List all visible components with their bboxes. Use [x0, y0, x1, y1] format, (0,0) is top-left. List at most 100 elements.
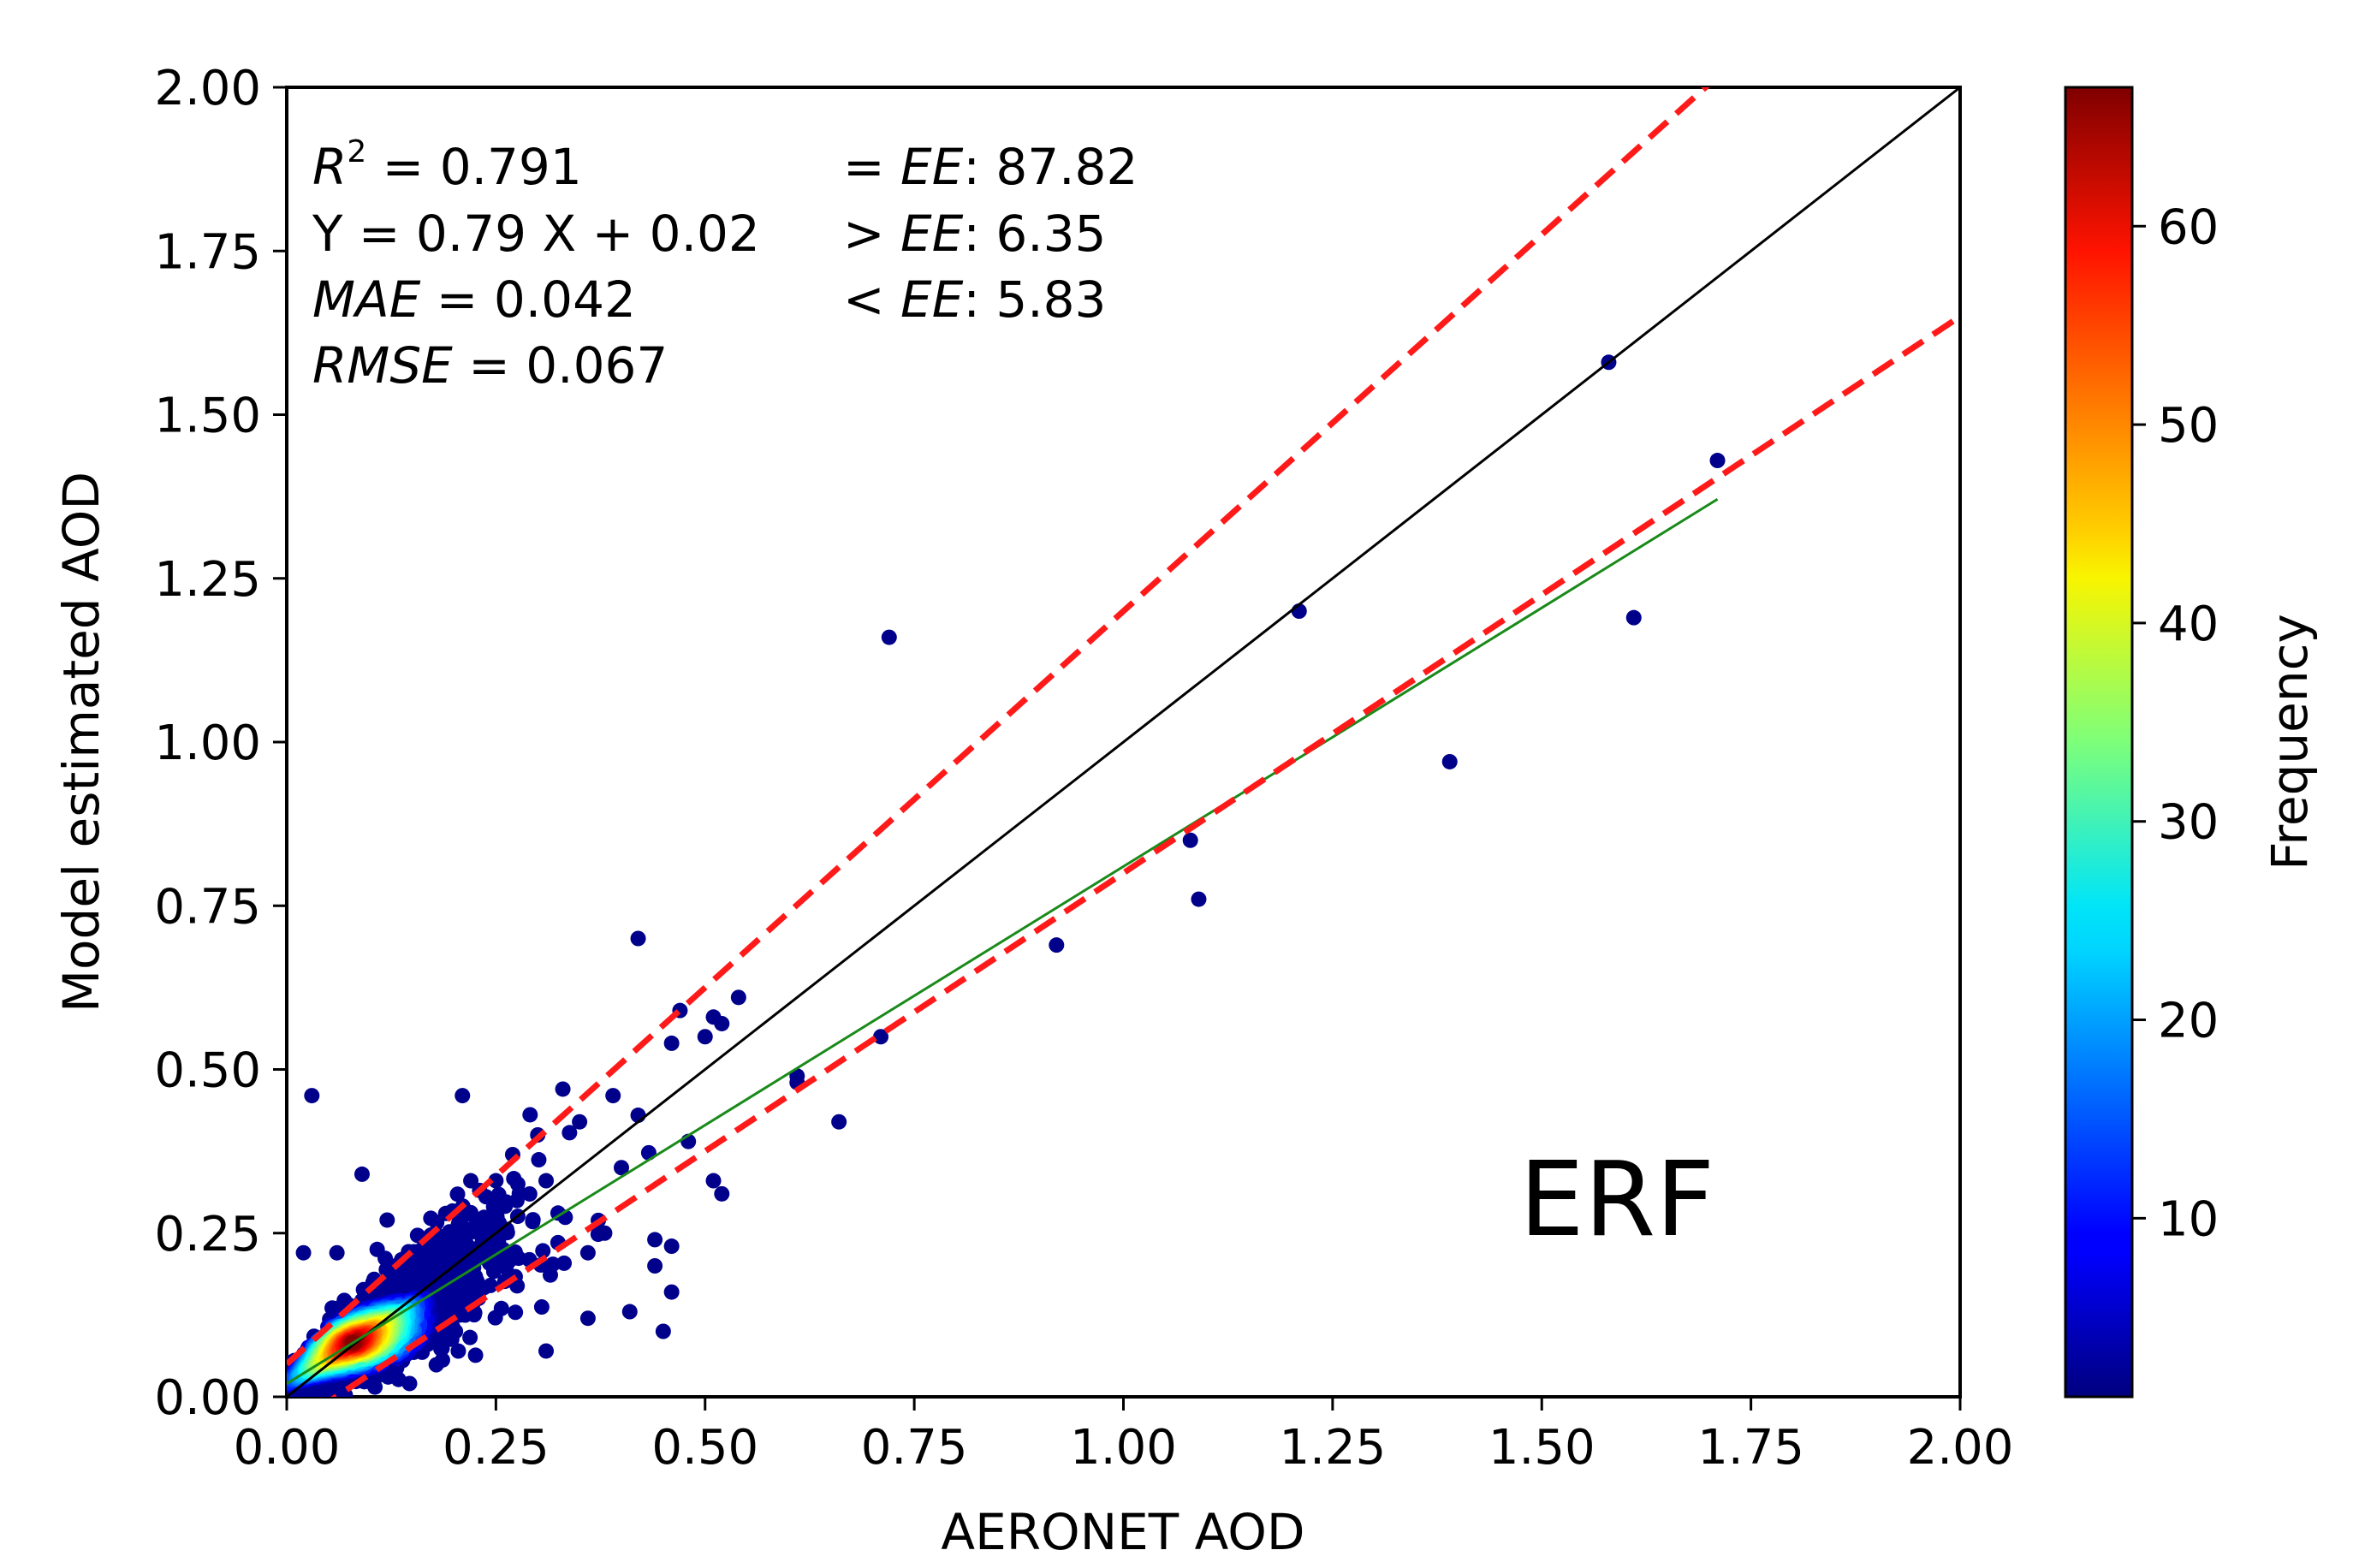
data-point — [597, 1225, 613, 1241]
data-point — [1182, 832, 1198, 848]
density-point — [401, 1375, 418, 1392]
data-point — [1049, 937, 1065, 953]
stat-mae: MAE = 0.042 — [312, 270, 636, 329]
y-tick-label: 0.00 — [154, 1370, 261, 1426]
x-tick-label: 1.50 — [1488, 1420, 1595, 1476]
regression-line — [287, 497, 1719, 1385]
density-point — [478, 1189, 494, 1205]
ee-upper-line — [287, 87, 1710, 1367]
density-point — [449, 1186, 466, 1203]
y-tick-label: 1.75 — [154, 224, 261, 280]
data-point — [630, 930, 646, 947]
density-point — [450, 1343, 466, 1359]
colorbar-tick-label: 20 — [2158, 994, 2219, 1049]
density-point — [458, 1235, 474, 1251]
data-point — [304, 1088, 320, 1104]
data-point — [705, 1173, 722, 1189]
density-point — [533, 1299, 550, 1316]
data-point — [647, 1258, 663, 1274]
data-point — [455, 1088, 471, 1104]
data-point — [714, 1185, 730, 1202]
data-point — [555, 1081, 571, 1097]
data-point — [538, 1173, 555, 1189]
density-point — [542, 1267, 558, 1283]
density-point — [482, 1277, 498, 1293]
data-point — [463, 1173, 479, 1189]
colorbar-tick-label: 50 — [2158, 398, 2219, 454]
data-point — [1191, 891, 1207, 907]
density-point — [509, 1176, 526, 1192]
data-point — [663, 1284, 680, 1300]
data-point — [714, 1015, 730, 1031]
colorbar-gradient — [2064, 86, 2134, 1399]
colorbar-tick-label: 30 — [2158, 795, 2219, 851]
stat-rmse: RMSE = 0.067 — [312, 336, 668, 395]
density-point — [556, 1255, 573, 1271]
y-tick-label: 1.50 — [154, 389, 261, 444]
data-point — [579, 1244, 596, 1261]
density-point — [640, 1144, 657, 1161]
stat-ee-above: > EE: 6.35 — [843, 205, 1106, 263]
density-point — [522, 1107, 538, 1123]
y-tick-label: 1.25 — [154, 552, 261, 608]
data-point — [881, 629, 897, 645]
stat-ee-within: = EE: 87.82 — [843, 138, 1138, 196]
y-tick-label: 1.00 — [154, 716, 261, 771]
x-tick-label: 0.00 — [234, 1420, 341, 1476]
density-point — [443, 1247, 460, 1263]
panel-label: ERF — [1519, 1141, 1714, 1260]
colorbar: 10 20 30 40 50 60 Frequency — [2064, 86, 2319, 1399]
data-point — [663, 1035, 680, 1051]
y-axis: 0.00 0.25 0.50 0.75 1.00 1.25 1.50 1.75 2.00 — [154, 61, 287, 1426]
one-to-one-line — [287, 87, 1960, 1397]
y-tick-label: 0.75 — [154, 879, 261, 935]
density-point — [462, 1329, 478, 1345]
density-point — [535, 1243, 551, 1259]
data-point — [329, 1244, 345, 1261]
density-point — [521, 1185, 538, 1202]
density-point — [451, 1292, 467, 1308]
ee-lower-line — [330, 313, 1960, 1397]
y-tick-label: 0.50 — [154, 1043, 261, 1099]
density-point — [462, 1204, 478, 1221]
x-tick-label: 1.25 — [1280, 1420, 1387, 1476]
data-point — [379, 1212, 395, 1228]
density-point — [487, 1310, 503, 1326]
data-point — [1625, 609, 1642, 626]
plot-area — [285, 86, 1962, 1399]
data-point — [655, 1323, 671, 1339]
data-point — [697, 1029, 713, 1045]
data-point — [1441, 753, 1458, 769]
y-axis-title: Model estimated AOD — [52, 472, 110, 1013]
data-point — [647, 1232, 663, 1248]
density-point — [467, 1347, 484, 1363]
y-tick-label: 2.00 — [154, 61, 261, 116]
density-point — [497, 1255, 514, 1271]
x-tick-label: 1.00 — [1070, 1420, 1177, 1476]
colorbar-tick-label: 60 — [2158, 199, 2219, 255]
x-tick-label: 2.00 — [1907, 1420, 2014, 1476]
x-tick-label: 0.75 — [861, 1420, 968, 1476]
density-point — [428, 1357, 444, 1373]
x-axis-title: AERONET AOD — [941, 1503, 1304, 1561]
data-point — [831, 1114, 847, 1130]
density-point — [423, 1210, 439, 1226]
density-point — [531, 1152, 547, 1168]
y-tick-label: 0.25 — [154, 1207, 261, 1262]
density-point — [400, 1267, 416, 1283]
data-point — [614, 1160, 629, 1176]
stat-r2: R2 = 0.791 — [312, 134, 582, 196]
data-point — [354, 1166, 370, 1182]
density-point — [498, 1194, 514, 1210]
x-tick-label: 1.75 — [1697, 1420, 1804, 1476]
density-point — [476, 1209, 492, 1226]
stats-annotation: R2 = 0.791 Y = 0.79 X + 0.02 MAE = 0.042… — [312, 134, 1138, 395]
density-point — [462, 1221, 478, 1238]
data-point — [605, 1088, 621, 1104]
colorbar-tick-label: 10 — [2158, 1191, 2219, 1247]
density-point — [414, 1268, 431, 1284]
density-point — [525, 1214, 541, 1230]
density-point — [377, 1250, 394, 1267]
data-point — [538, 1343, 555, 1359]
